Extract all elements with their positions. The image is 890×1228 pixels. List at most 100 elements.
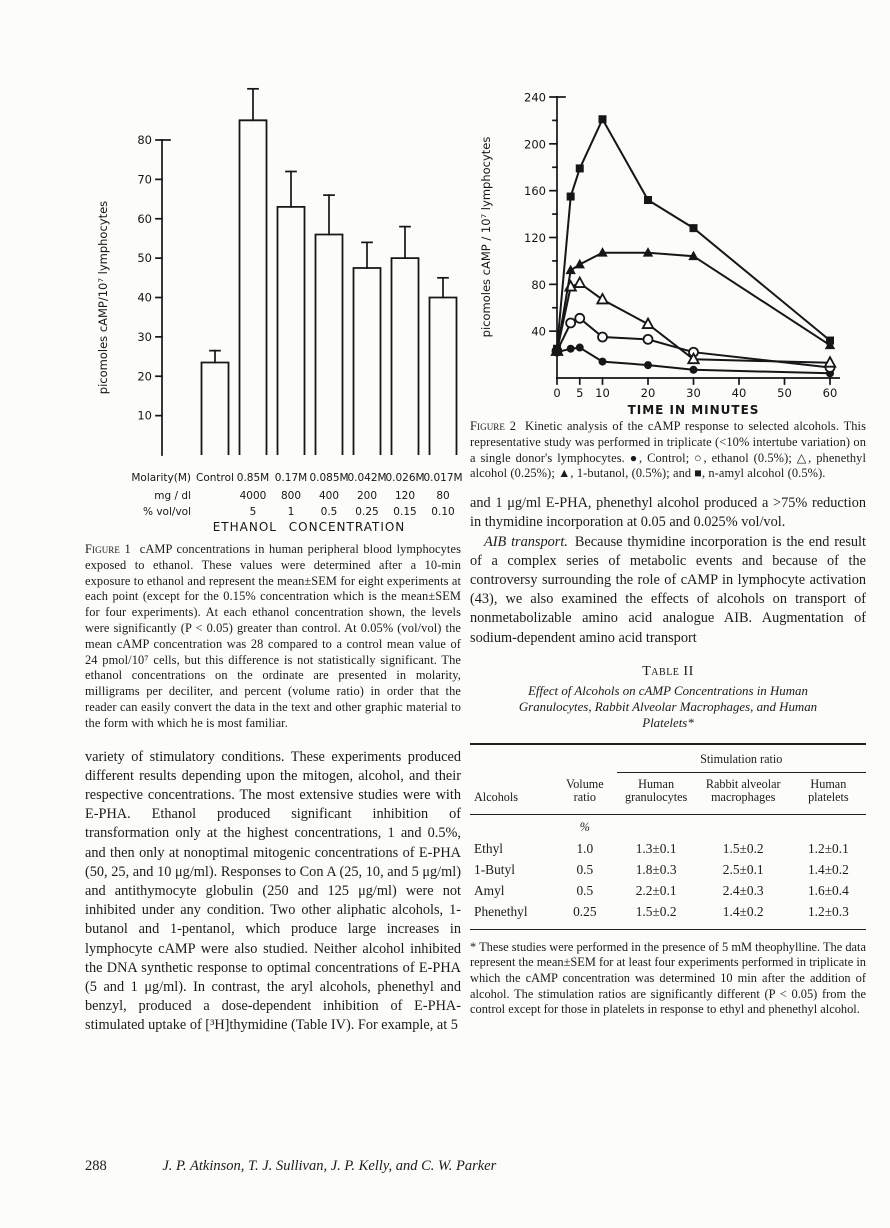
value-cell: 1.4±0.2 — [722, 903, 764, 919]
y-tick-label: 50 — [137, 251, 152, 265]
marker-filled-triangle — [565, 264, 576, 275]
x-category-label: 400 — [319, 490, 339, 502]
x-category-label: 5 — [250, 506, 257, 518]
col-header-volume-ratio: Volume ratio — [565, 776, 604, 805]
table-row: 1-Butyl 0.5 1.8±0.3 2.5±0.1 1.4±0.2 — [470, 860, 866, 881]
y-tick-label: 60 — [137, 212, 152, 226]
alcohol-name-cell: Ethyl — [474, 840, 504, 856]
table-row: Phenethyl 0.25 1.5±0.2 1.4±0.2 1.2±0.3 — [470, 902, 866, 930]
marker-filled-circle — [598, 357, 607, 366]
marker-filled-square — [553, 344, 561, 353]
marker-filled-circle — [575, 343, 584, 352]
series-line-filled-square — [556, 117, 831, 349]
right-body-text: and 1 μg/ml E-PHA, phenethyl alcohol pro… — [470, 494, 866, 648]
value-cell: 1.5±0.2 — [722, 840, 764, 856]
right-paragraph-1: and 1 μg/ml E-PHA, phenethyl alcohol pro… — [470, 495, 866, 531]
col-header-human-platelets: Human platelets — [808, 776, 849, 805]
figure1-bar-chart: 10 20 30 40 50 60 70 80 picomoles cAMP/10⁷ lymph… — [96, 87, 463, 534]
marker-filled-circle — [566, 344, 575, 353]
y-tick-label: 80 — [531, 278, 546, 292]
marker-filled-square — [566, 192, 575, 201]
marker-open-circle — [565, 317, 577, 329]
marker-filled-triangle — [574, 258, 585, 269]
bar — [200, 361, 230, 455]
x-axis-row-label: Molarity(M) — [131, 472, 191, 484]
unit-spacer — [790, 813, 866, 839]
page-number: 288 — [85, 1158, 107, 1174]
marker-filled-triangle — [642, 247, 654, 257]
x-tick-label: 30 — [686, 386, 701, 400]
right-column: 40 80 120 160 200 240 0 5 10 20 30 40 50 60 TIME IN MI… — [470, 85, 866, 1018]
y-tick-label: 30 — [137, 330, 152, 344]
table2: Stimulation ratio Alcohols Volume ratio … — [470, 742, 866, 930]
left-column: 10 20 30 40 50 60 70 80 picomoles cAMP/10⁷ lymph… — [85, 85, 463, 1036]
x-tick-label: 0 — [553, 386, 560, 400]
y-tick-label: 40 — [137, 291, 152, 305]
x-axis-title: ETHANOL CONCENTRATION — [213, 520, 406, 534]
marker-filled-square — [689, 224, 698, 233]
y-tick-label: 120 — [524, 231, 546, 245]
x-tick-label: 60 — [823, 386, 838, 400]
table-row: Amyl 0.5 2.2±0.1 2.4±0.3 1.6±0.4 — [470, 881, 866, 902]
marker-open-triangle — [686, 351, 701, 365]
y-tick-label: 240 — [524, 91, 546, 105]
value-cell: 0.5 — [576, 882, 594, 898]
x-category-label: 0.017M — [423, 472, 462, 484]
bar — [238, 119, 268, 455]
value-cell: 1.5±0.2 — [635, 903, 677, 919]
x-category-label: 0.25 — [355, 506, 378, 518]
bar — [352, 267, 382, 455]
bar — [314, 233, 344, 455]
marker-open-circle — [642, 333, 654, 345]
table2-footnote: * These studies were performed in the pr… — [470, 939, 866, 1017]
marker-open-circle — [597, 331, 608, 343]
marker-filled-square — [575, 164, 584, 173]
x-axis-row-label: % vol/vol — [143, 506, 191, 518]
spanner-spacer — [470, 744, 617, 773]
x-category-label: 200 — [357, 490, 377, 502]
x-category-label: 0.026M — [385, 472, 424, 484]
marker-filled-triangle — [688, 250, 699, 261]
value-cell: 2.4±0.3 — [722, 882, 764, 898]
col-header-rabbit-alveolar-macrophages: Rabbit alveolar macrophages — [705, 776, 781, 805]
y-tick-label: 70 — [137, 172, 152, 186]
marker-filled-square — [598, 115, 607, 124]
page-footer: 288 J. P. Atkinson, T. J. Sullivan, J. P… — [85, 1158, 825, 1175]
x-tick-label: 20 — [641, 386, 656, 400]
unit-spacer — [695, 813, 791, 839]
figure1-caption: Figure 1 cAMP concentrations in human per… — [85, 542, 461, 732]
x-category-label: 0.085M — [309, 472, 348, 484]
x-axis-row-label: mg / dl — [154, 490, 191, 502]
x-category-label: 80 — [436, 490, 449, 502]
x-tick-label: 50 — [777, 386, 792, 400]
unit-percent: % — [553, 813, 617, 839]
marker-filled-square — [826, 336, 834, 345]
x-category-label: 0.5 — [321, 506, 338, 518]
right-paragraph-2-text: Because thymidine incorporation is the e… — [470, 533, 867, 646]
table-row: Ethyl 1.0 1.3±0.1 1.5±0.2 1.2±0.1 — [470, 839, 866, 860]
spanner-stimulation-ratio: Stimulation ratio — [616, 743, 866, 773]
x-category-label: 0.042M — [347, 472, 386, 484]
x-category-label: 4000 — [240, 490, 267, 502]
figure1-caption-label: Figure 1 — [85, 542, 131, 556]
table2-label: Table II — [642, 663, 694, 679]
y-tick-label: 20 — [137, 369, 152, 383]
alcohol-name-cell: Amyl — [474, 882, 505, 898]
value-cell: 0.25 — [573, 903, 597, 919]
x-category-label: 1 — [288, 506, 295, 518]
right-paragraph-2: AIB transport. Because thymidine incorpor… — [470, 533, 866, 648]
x-category-label: 0.17M — [275, 472, 307, 484]
figure2-line-chart: 40 80 120 160 200 240 0 5 10 20 30 40 50 60 TIME IN MI… — [479, 91, 840, 417]
figure2-caption-label: Figure 2 — [470, 419, 517, 433]
running-authors: J. P. Atkinson, T. J. Sullivan, J. P. Ke… — [162, 1158, 497, 1174]
value-cell: 1.2±0.1 — [807, 840, 849, 856]
x-tick-label: 5 — [576, 386, 583, 400]
value-cell: 1.3±0.1 — [635, 840, 677, 856]
marker-filled-square — [644, 196, 652, 205]
left-body-text: variety of stimulatory conditions. These… — [85, 748, 461, 1036]
figure1-caption-text: cAMP concentrations in human peripheral … — [85, 542, 461, 730]
x-category-label: 0.85M — [237, 472, 269, 484]
bar — [428, 296, 458, 455]
col-header-alcohols: Alcohols — [474, 790, 519, 805]
bar — [276, 206, 306, 455]
